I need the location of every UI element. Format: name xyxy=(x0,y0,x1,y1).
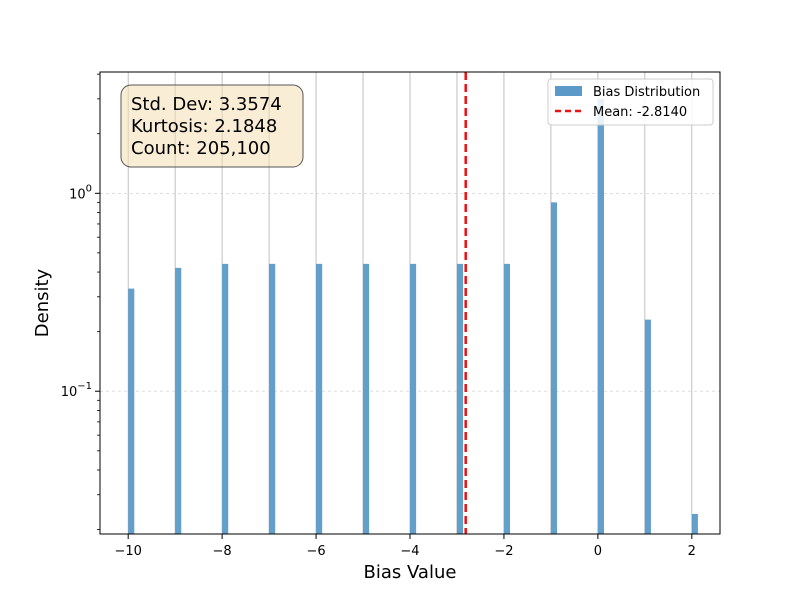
stats-std-dev: Std. Dev: 3.3574 xyxy=(131,94,282,115)
legend-frame xyxy=(547,78,714,126)
x-tick-label: −6 xyxy=(306,544,325,559)
histogram-bar xyxy=(175,267,182,534)
histogram-bar xyxy=(128,288,135,534)
x-tick-label: −10 xyxy=(114,544,141,559)
histogram-bar xyxy=(269,263,276,534)
histogram-bar xyxy=(597,98,604,534)
histogram-bar xyxy=(503,263,511,534)
histogram-bar xyxy=(691,513,698,534)
bars-layer xyxy=(128,98,698,535)
stats-kurtosis: Kurtosis: 2.1848 xyxy=(131,116,277,137)
stats-box: Std. Dev: 3.3574 Kurtosis: 2.1848 Count:… xyxy=(120,84,304,168)
histogram-bar xyxy=(644,319,651,534)
x-tick-label: −4 xyxy=(400,544,419,559)
histogram-bar xyxy=(410,263,417,534)
y-axis-label: Density xyxy=(32,268,53,337)
histogram-bar xyxy=(222,263,229,534)
histogram-bar xyxy=(456,263,464,534)
y-tick-label: 10−1 xyxy=(61,381,92,400)
legend-label-bias-distribution: Bias Distribution xyxy=(593,85,700,100)
y-tick-label: 100 xyxy=(69,183,92,202)
ticks-layer: −10 −8 −6 −4 −2 0 2 10−1 100 xyxy=(61,73,696,559)
x-tick-label: −2 xyxy=(494,544,513,559)
histogram-bar xyxy=(550,202,558,535)
legend-label-mean: Mean: -2.8140 xyxy=(593,105,687,120)
x-tick-label: −8 xyxy=(213,544,232,559)
stats-count: Count: 205,100 xyxy=(131,138,271,159)
histogram-bar xyxy=(363,263,370,534)
histogram-bar xyxy=(316,263,323,534)
x-tick-label: 0 xyxy=(594,544,602,559)
legend-swatch-bias-distribution xyxy=(555,86,582,96)
x-axis-label: Bias Value xyxy=(364,562,457,583)
stats-box-frame xyxy=(120,84,304,168)
x-tick-label: 2 xyxy=(688,544,696,559)
legend: Bias Distribution Mean: -2.8140 xyxy=(547,78,714,126)
